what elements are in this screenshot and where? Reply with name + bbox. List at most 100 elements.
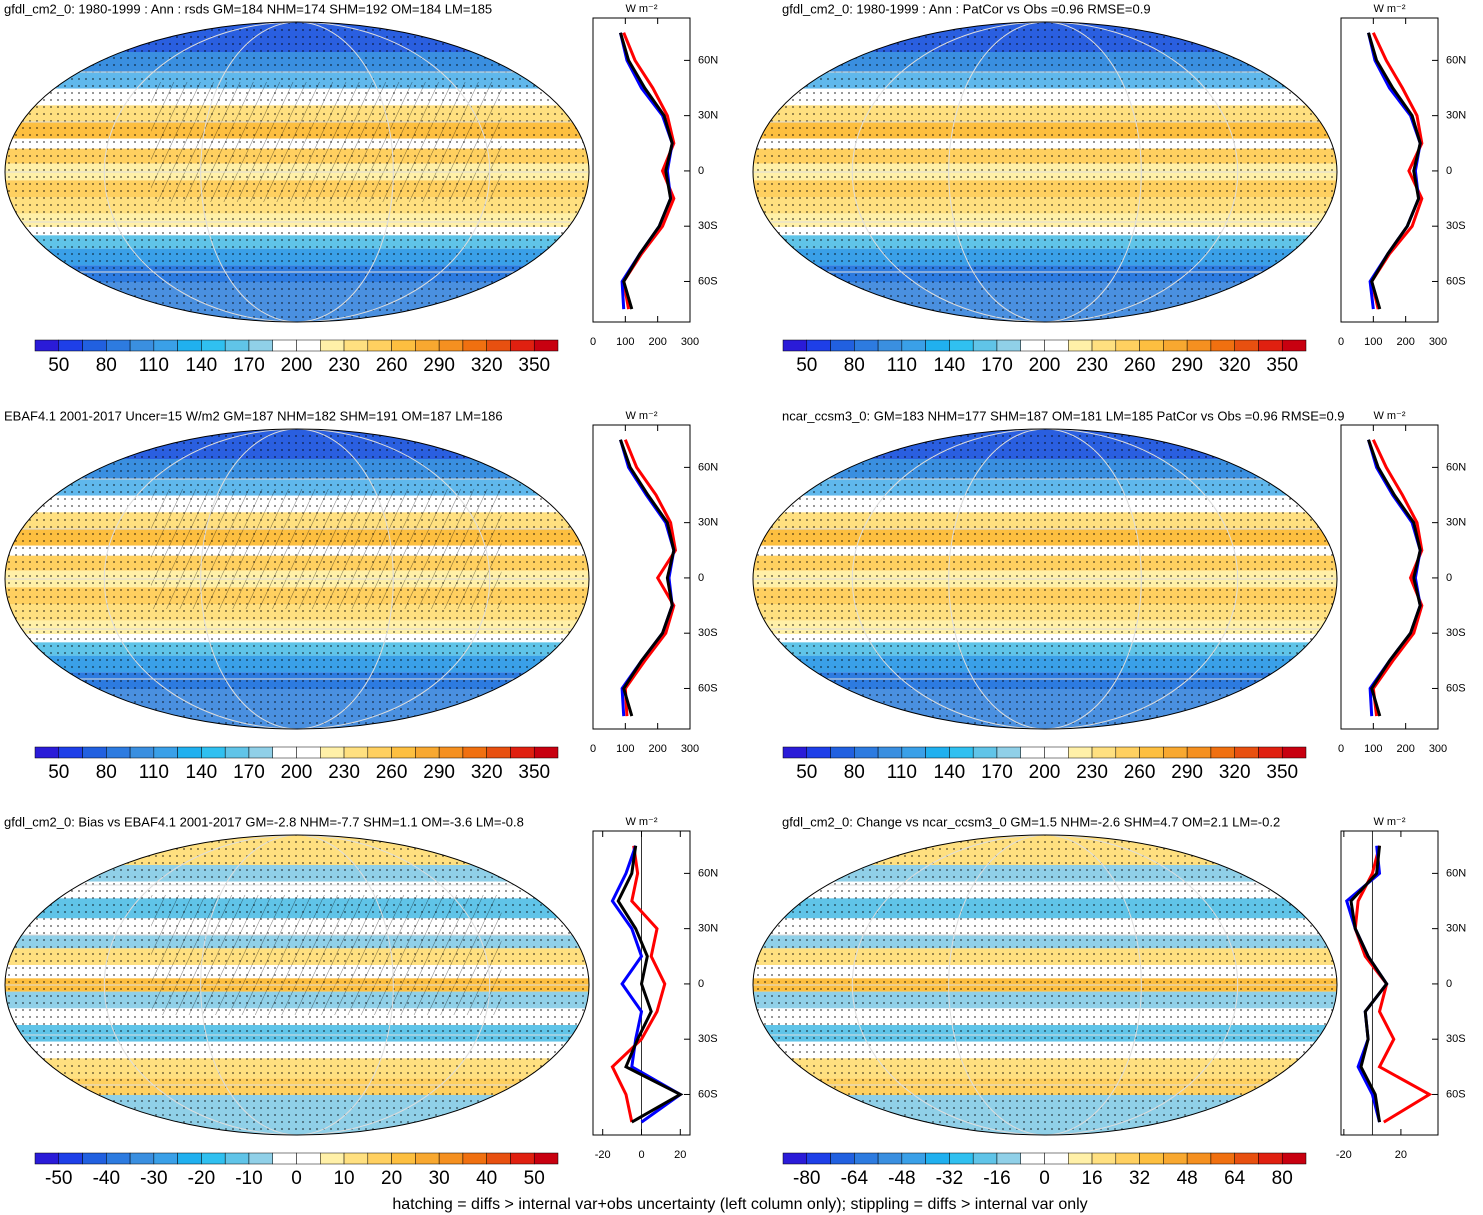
colorbar-box bbox=[415, 746, 440, 759]
colorbar-box bbox=[1186, 339, 1212, 352]
graticule bbox=[851, 429, 1239, 729]
colorbar-box bbox=[438, 746, 464, 759]
colorbar-box bbox=[272, 746, 297, 759]
colorbar-label: 80 bbox=[844, 355, 865, 376]
colorbar-box bbox=[1091, 339, 1117, 352]
profile-frame bbox=[592, 17, 691, 323]
colorbar-box bbox=[1139, 339, 1164, 352]
colorbar-box bbox=[153, 1152, 178, 1165]
colorbar-box bbox=[343, 339, 369, 352]
colorbar-label: 320 bbox=[1219, 762, 1251, 783]
panel: ncar_ccsm3_0: GM=183 NHM=177 SHM=187 OM=… bbox=[752, 408, 1466, 783]
y-tick-label: 30S bbox=[698, 627, 718, 639]
colorbar-box bbox=[462, 339, 487, 352]
y-tick-label: 60S bbox=[698, 1088, 718, 1100]
y-tick-label: 30N bbox=[698, 517, 718, 529]
profile-line bbox=[619, 32, 674, 310]
colorbar-label: 110 bbox=[887, 355, 917, 376]
colorbar-box bbox=[438, 1152, 464, 1165]
map bbox=[5, 835, 589, 1135]
colorbar-box bbox=[343, 1152, 369, 1165]
panel-title: gfdl_cm2_0: Change vs ncar_ccsm3_0 GM=1.… bbox=[782, 814, 1280, 829]
panel-title: EBAF4.1 2001-2017 Uncer=15 W/m2 GM=187 N… bbox=[4, 408, 503, 423]
colorbar-label: 80 bbox=[96, 355, 117, 376]
colorbar-box bbox=[1234, 339, 1259, 352]
colorbar-box bbox=[782, 339, 808, 352]
colorbar-box bbox=[34, 339, 60, 352]
colorbar-box bbox=[877, 746, 903, 759]
colorbar-box bbox=[272, 1152, 297, 1165]
colorbar-label: -10 bbox=[235, 1168, 262, 1189]
x-tick-label: 0 bbox=[638, 1149, 644, 1161]
colorbar-label: 290 bbox=[423, 355, 455, 376]
colorbar-box bbox=[106, 1152, 131, 1165]
colorbar-label: 140 bbox=[186, 355, 218, 376]
colorbar-box bbox=[224, 746, 250, 759]
profile-frame bbox=[1340, 424, 1439, 730]
colorbar-box bbox=[949, 1152, 974, 1165]
colorbar-box bbox=[415, 1152, 440, 1165]
colorbar-label: 48 bbox=[1177, 1168, 1198, 1189]
profile-line bbox=[610, 845, 684, 1124]
colorbar-label: 230 bbox=[328, 762, 360, 783]
hatching bbox=[151, 895, 502, 1015]
colorbar-box bbox=[806, 1152, 831, 1165]
colorbar-box bbox=[510, 339, 535, 352]
y-tick-label: 60N bbox=[1446, 867, 1466, 879]
colorbar-label: 20 bbox=[381, 1168, 402, 1189]
colorbar-box bbox=[854, 746, 879, 759]
colorbar-box bbox=[296, 339, 321, 352]
colorbar-box bbox=[1020, 1152, 1045, 1165]
graticule bbox=[851, 22, 1239, 322]
colorbar-box bbox=[901, 339, 926, 352]
colorbar-box bbox=[1115, 339, 1140, 352]
colorbar-box bbox=[1091, 746, 1117, 759]
colorbar-label: 80 bbox=[1272, 1168, 1293, 1189]
x-tick-label: 0 bbox=[590, 336, 596, 348]
colorbar-box bbox=[1163, 746, 1188, 759]
y-tick-label: 60N bbox=[698, 54, 718, 66]
colorbar-label: 350 bbox=[518, 762, 550, 783]
y-tick-label: 30S bbox=[1446, 1033, 1466, 1045]
colorbar-label: 40 bbox=[476, 1168, 497, 1189]
graticule bbox=[103, 429, 491, 729]
graticule bbox=[103, 835, 491, 1135]
colorbar-label: 260 bbox=[376, 355, 408, 376]
colorbar-box bbox=[1044, 339, 1069, 352]
x-tick-label: 20 bbox=[674, 1149, 686, 1161]
y-tick-label: 60S bbox=[1446, 275, 1466, 287]
colorbar-box bbox=[1068, 746, 1093, 759]
colorbar-box bbox=[462, 746, 487, 759]
y-tick-label: 30N bbox=[698, 110, 718, 122]
colorbar-box bbox=[510, 746, 535, 759]
colorbar-box bbox=[972, 746, 998, 759]
colorbar-box bbox=[806, 746, 831, 759]
colorbar-box bbox=[1044, 746, 1069, 759]
hatching bbox=[151, 489, 502, 609]
colorbar-box bbox=[153, 746, 178, 759]
colorbar-box bbox=[854, 339, 879, 352]
graticule bbox=[948, 429, 1142, 729]
y-tick-label: 30S bbox=[698, 220, 718, 232]
colorbar-box bbox=[201, 746, 226, 759]
colorbar-box bbox=[177, 1152, 202, 1165]
colorbar-box bbox=[901, 746, 926, 759]
y-tick-label: 60N bbox=[1446, 54, 1466, 66]
profile-units: W m⁻² bbox=[1373, 410, 1405, 422]
colorbar-label: 140 bbox=[186, 762, 218, 783]
colorbar-box bbox=[391, 1152, 416, 1165]
y-tick-label: 0 bbox=[1446, 572, 1452, 584]
colorbar-label: -32 bbox=[936, 1168, 963, 1189]
colorbar-box bbox=[201, 339, 226, 352]
colorbar-box bbox=[153, 339, 178, 352]
colorbar-box bbox=[830, 746, 855, 759]
colorbar-box bbox=[224, 1152, 250, 1165]
profile-frame bbox=[1340, 17, 1439, 323]
panel-title: ncar_ccsm3_0: GM=183 NHM=177 SHM=187 OM=… bbox=[782, 408, 1345, 423]
colorbar-label: 200 bbox=[281, 355, 313, 376]
colorbar-box bbox=[1210, 339, 1235, 352]
x-tick-label: 300 bbox=[1429, 336, 1447, 348]
map bbox=[5, 429, 589, 729]
colorbar-box bbox=[1258, 1152, 1283, 1165]
